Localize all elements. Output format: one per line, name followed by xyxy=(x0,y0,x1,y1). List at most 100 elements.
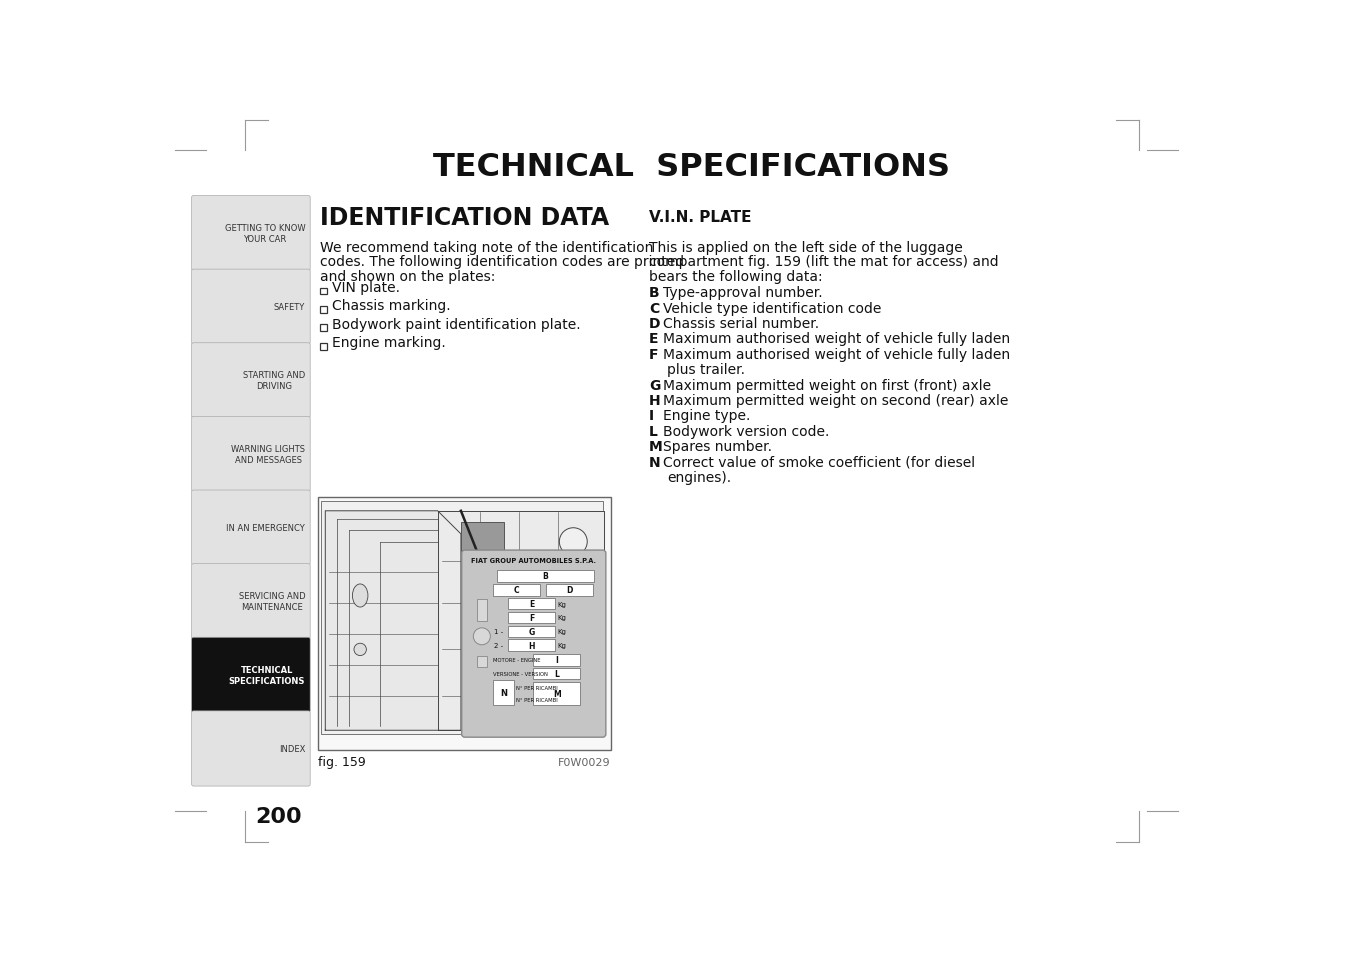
Text: STARTING AND
DRIVING: STARTING AND DRIVING xyxy=(243,371,305,391)
Text: MOTORE - ENGINE: MOTORE - ENGINE xyxy=(493,658,540,662)
Polygon shape xyxy=(325,511,460,731)
Text: N° PER RICAMBI: N° PER RICAMBI xyxy=(516,685,558,690)
Text: 2 -: 2 - xyxy=(494,642,504,648)
Circle shape xyxy=(354,643,366,656)
Bar xyxy=(493,584,540,596)
Bar xyxy=(508,639,555,651)
Text: This is applied on the left side of the luggage: This is applied on the left side of the … xyxy=(649,240,963,254)
Ellipse shape xyxy=(352,584,369,607)
Text: E: E xyxy=(529,599,535,608)
Bar xyxy=(508,598,555,610)
Text: 1 -: 1 - xyxy=(494,629,504,635)
Circle shape xyxy=(474,628,490,645)
Polygon shape xyxy=(437,511,605,731)
FancyBboxPatch shape xyxy=(462,551,606,738)
Text: TECHNICAL  SPECIFICATIONS: TECHNICAL SPECIFICATIONS xyxy=(433,152,950,183)
Text: Spares number.: Spares number. xyxy=(663,439,772,454)
Text: codes. The following identification codes are printed: codes. The following identification code… xyxy=(320,255,684,269)
Text: WARNING LIGHTS
AND MESSAGES: WARNING LIGHTS AND MESSAGES xyxy=(231,444,305,464)
Bar xyxy=(320,307,327,314)
Text: Bodywork version code.: Bodywork version code. xyxy=(663,424,829,438)
Text: B: B xyxy=(649,286,660,300)
Text: We recommend taking note of the identification: We recommend taking note of the identifi… xyxy=(320,240,653,254)
Text: IN AN EMERGENCY: IN AN EMERGENCY xyxy=(227,523,305,533)
Bar xyxy=(508,612,555,623)
Text: L: L xyxy=(649,424,659,438)
Circle shape xyxy=(562,684,585,707)
Text: IDENTIFICATION DATA: IDENTIFICATION DATA xyxy=(320,206,609,230)
Text: Kg: Kg xyxy=(558,642,567,648)
Bar xyxy=(321,501,602,735)
Bar xyxy=(477,656,486,667)
Text: Type-approval number.: Type-approval number. xyxy=(663,286,822,300)
Text: Correct value of smoke coefficient (for diesel: Correct value of smoke coefficient (for … xyxy=(663,456,975,469)
Text: F0W0029: F0W0029 xyxy=(558,757,610,767)
Text: Kg: Kg xyxy=(558,629,567,635)
Text: bears the following data:: bears the following data: xyxy=(649,270,824,284)
FancyBboxPatch shape xyxy=(192,638,310,713)
FancyBboxPatch shape xyxy=(192,417,310,492)
Text: Engine type.: Engine type. xyxy=(663,409,751,423)
Text: B: B xyxy=(543,572,548,580)
Text: Chassis serial number.: Chassis serial number. xyxy=(663,316,819,331)
Text: fig. 159: fig. 159 xyxy=(317,756,366,768)
FancyBboxPatch shape xyxy=(192,196,310,272)
Bar xyxy=(508,626,555,638)
Text: F: F xyxy=(649,348,659,361)
Text: C: C xyxy=(649,301,660,315)
Text: Chassis marking.: Chassis marking. xyxy=(332,299,450,313)
Text: Maximum authorised weight of vehicle fully laden: Maximum authorised weight of vehicle ful… xyxy=(663,348,1010,361)
Text: VERSIONE - VERSION: VERSIONE - VERSION xyxy=(493,672,548,677)
FancyBboxPatch shape xyxy=(192,564,310,639)
Text: N: N xyxy=(649,456,662,469)
Text: N° PER RICAMBI: N° PER RICAMBI xyxy=(516,697,558,701)
Text: I: I xyxy=(649,409,655,423)
FancyBboxPatch shape xyxy=(192,343,310,418)
Text: L: L xyxy=(555,669,559,679)
Text: N: N xyxy=(500,688,508,698)
FancyBboxPatch shape xyxy=(192,491,310,565)
Text: D: D xyxy=(649,316,660,331)
Text: H: H xyxy=(529,641,535,650)
Text: compartment fig. 159 (lift the mat for access) and: compartment fig. 159 (lift the mat for a… xyxy=(649,255,999,269)
FancyBboxPatch shape xyxy=(192,711,310,786)
Bar xyxy=(317,497,610,750)
Text: M: M xyxy=(649,439,663,454)
Text: Bodywork paint identification plate.: Bodywork paint identification plate. xyxy=(332,317,580,332)
Circle shape xyxy=(559,528,587,556)
Text: G: G xyxy=(529,627,535,637)
Text: 200: 200 xyxy=(255,806,302,826)
Text: H: H xyxy=(649,394,662,408)
Bar xyxy=(497,571,594,582)
Bar xyxy=(460,523,504,554)
Text: SERVICING AND
MAINTENANCE: SERVICING AND MAINTENANCE xyxy=(239,592,305,612)
Text: V.I.N. PLATE: V.I.N. PLATE xyxy=(649,210,752,225)
Text: I: I xyxy=(555,656,558,664)
Bar xyxy=(493,680,514,705)
Text: M: M xyxy=(552,689,560,698)
Text: E: E xyxy=(649,332,659,346)
Bar xyxy=(533,682,580,705)
Text: Maximum permitted weight on second (rear) axle: Maximum permitted weight on second (rear… xyxy=(663,394,1008,408)
Text: TECHNICAL
SPECIFICATIONS: TECHNICAL SPECIFICATIONS xyxy=(228,665,305,685)
Bar xyxy=(320,288,327,295)
Text: C: C xyxy=(513,585,520,595)
Text: VIN plate.: VIN plate. xyxy=(332,280,400,294)
Text: engines).: engines). xyxy=(667,471,732,484)
Text: FIAT GROUP AUTOMOBILES S.P.A.: FIAT GROUP AUTOMOBILES S.P.A. xyxy=(471,558,597,563)
Bar xyxy=(547,584,594,596)
Bar xyxy=(533,668,580,679)
Text: SAFETY: SAFETY xyxy=(274,303,305,312)
Text: F: F xyxy=(529,614,535,622)
Text: plus trailer.: plus trailer. xyxy=(667,363,745,376)
Text: G: G xyxy=(649,378,660,393)
Text: A: A xyxy=(356,591,363,601)
Text: D: D xyxy=(567,585,572,595)
Text: Maximum permitted weight on first (front) axle: Maximum permitted weight on first (front… xyxy=(663,378,991,393)
Text: GETTING TO KNOW
YOUR CAR: GETTING TO KNOW YOUR CAR xyxy=(224,224,305,244)
Bar xyxy=(320,325,327,332)
Bar xyxy=(533,655,580,666)
Text: Vehicle type identification code: Vehicle type identification code xyxy=(663,301,882,315)
Text: Maximum authorised weight of vehicle fully laden: Maximum authorised weight of vehicle ful… xyxy=(663,332,1010,346)
FancyBboxPatch shape xyxy=(192,270,310,345)
